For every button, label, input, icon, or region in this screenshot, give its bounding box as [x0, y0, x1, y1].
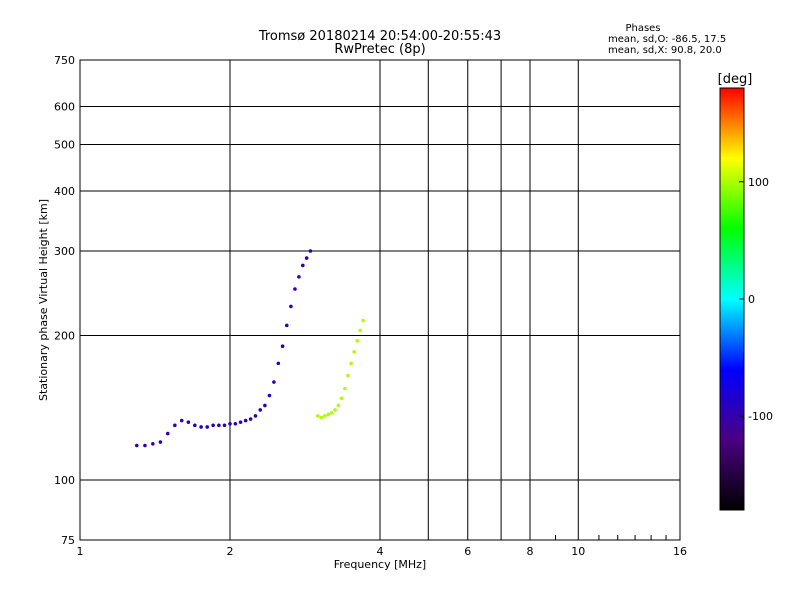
data-point-o	[289, 304, 293, 309]
data-point-x	[326, 412, 331, 417]
y-tick-label: 100	[54, 474, 75, 487]
colorbar-tick-label: 100	[748, 176, 769, 189]
data-point-o	[272, 380, 276, 384]
phase-colorbar: 100 0 -100	[719, 87, 773, 511]
data-point-x	[329, 411, 334, 415]
data-point-o	[134, 443, 139, 448]
plot-area: 1 2 4 6 8 10 16 75 100 200 300 400 500 600 750	[54, 54, 687, 558]
data-point-o	[158, 440, 163, 444]
data-point-o	[179, 418, 184, 423]
data-point-x	[336, 403, 341, 408]
y-tick-label: 75	[61, 534, 75, 547]
data-point-x	[349, 361, 353, 366]
data-point-o	[248, 417, 253, 421]
y-tick-label: 200	[54, 330, 75, 343]
data-point-x	[315, 414, 320, 418]
chart-subtitle: RwPretec (8p)	[334, 42, 425, 57]
data-point-o	[276, 361, 281, 366]
data-point-o	[151, 441, 155, 446]
x-tick-label: 2	[227, 545, 234, 558]
phase-info-heading: Phases	[625, 23, 660, 34]
data-point-x	[339, 396, 344, 401]
data-point-o	[222, 423, 227, 428]
chart-title: Tromsø 20180214 20:54:00-20:55:43	[258, 29, 501, 44]
data-point-o	[301, 263, 305, 268]
x-tick-label: 1	[77, 545, 84, 558]
data-point-x	[323, 414, 327, 418]
x-tick-label: 16	[673, 545, 687, 558]
data-point-o	[217, 423, 221, 428]
data-point-x	[358, 328, 362, 333]
data-point-o	[173, 423, 177, 428]
data-point-o	[143, 443, 147, 448]
x-axis-label: Frequency [MHz]	[334, 558, 426, 571]
data-point-x	[352, 349, 356, 354]
x-tick-label: 4	[377, 545, 384, 558]
data-point-o	[304, 256, 309, 260]
data-point-o	[284, 323, 289, 328]
data-point-o	[267, 393, 272, 398]
data-point-o	[280, 344, 285, 349]
y-tick-label: 300	[54, 245, 75, 258]
data-point-o	[193, 423, 197, 428]
data-point-o	[258, 408, 263, 412]
y-tick-label: 500	[54, 139, 75, 152]
colorbar-tick-label: 0	[748, 293, 755, 306]
data-point-o	[253, 414, 258, 418]
data-point-o	[243, 418, 248, 423]
data-point-x	[343, 386, 347, 391]
data-point-o	[238, 420, 243, 424]
y-axis-label: Stationary phase Virtual Height [km]	[37, 199, 50, 401]
y-tick-label: 750	[54, 54, 75, 67]
data-point-o	[199, 425, 203, 429]
data-point-o	[293, 287, 297, 291]
data-point-o	[186, 420, 191, 424]
data-point-x	[355, 339, 359, 343]
data-point-x	[333, 408, 337, 412]
data-point-x	[361, 318, 365, 323]
data-point-o	[233, 421, 238, 426]
data-point-o	[211, 423, 215, 428]
phase-info-line-x: mean, sd,X: 90.8, 20.0	[608, 45, 722, 56]
data-point-o	[308, 249, 313, 253]
x-tick-label: 6	[464, 545, 471, 558]
colorbar-tick-label: -100	[748, 410, 773, 423]
phase-info-line-o: mean, sd,O: -86.5, 17.5	[608, 34, 726, 45]
colorbar-label: [deg]	[718, 72, 753, 87]
y-tick-label: 600	[54, 101, 75, 114]
y-tick-label: 400	[54, 185, 75, 198]
data-point-o	[297, 275, 301, 279]
data-point-o	[228, 421, 232, 426]
data-point-x	[319, 415, 324, 420]
data-point-o	[205, 425, 209, 429]
data-point-o	[165, 431, 170, 436]
x-tick-label: 10	[571, 545, 585, 558]
x-tick-label: 8	[527, 545, 534, 558]
data-point-o	[263, 403, 267, 408]
data-point-x	[346, 373, 350, 378]
